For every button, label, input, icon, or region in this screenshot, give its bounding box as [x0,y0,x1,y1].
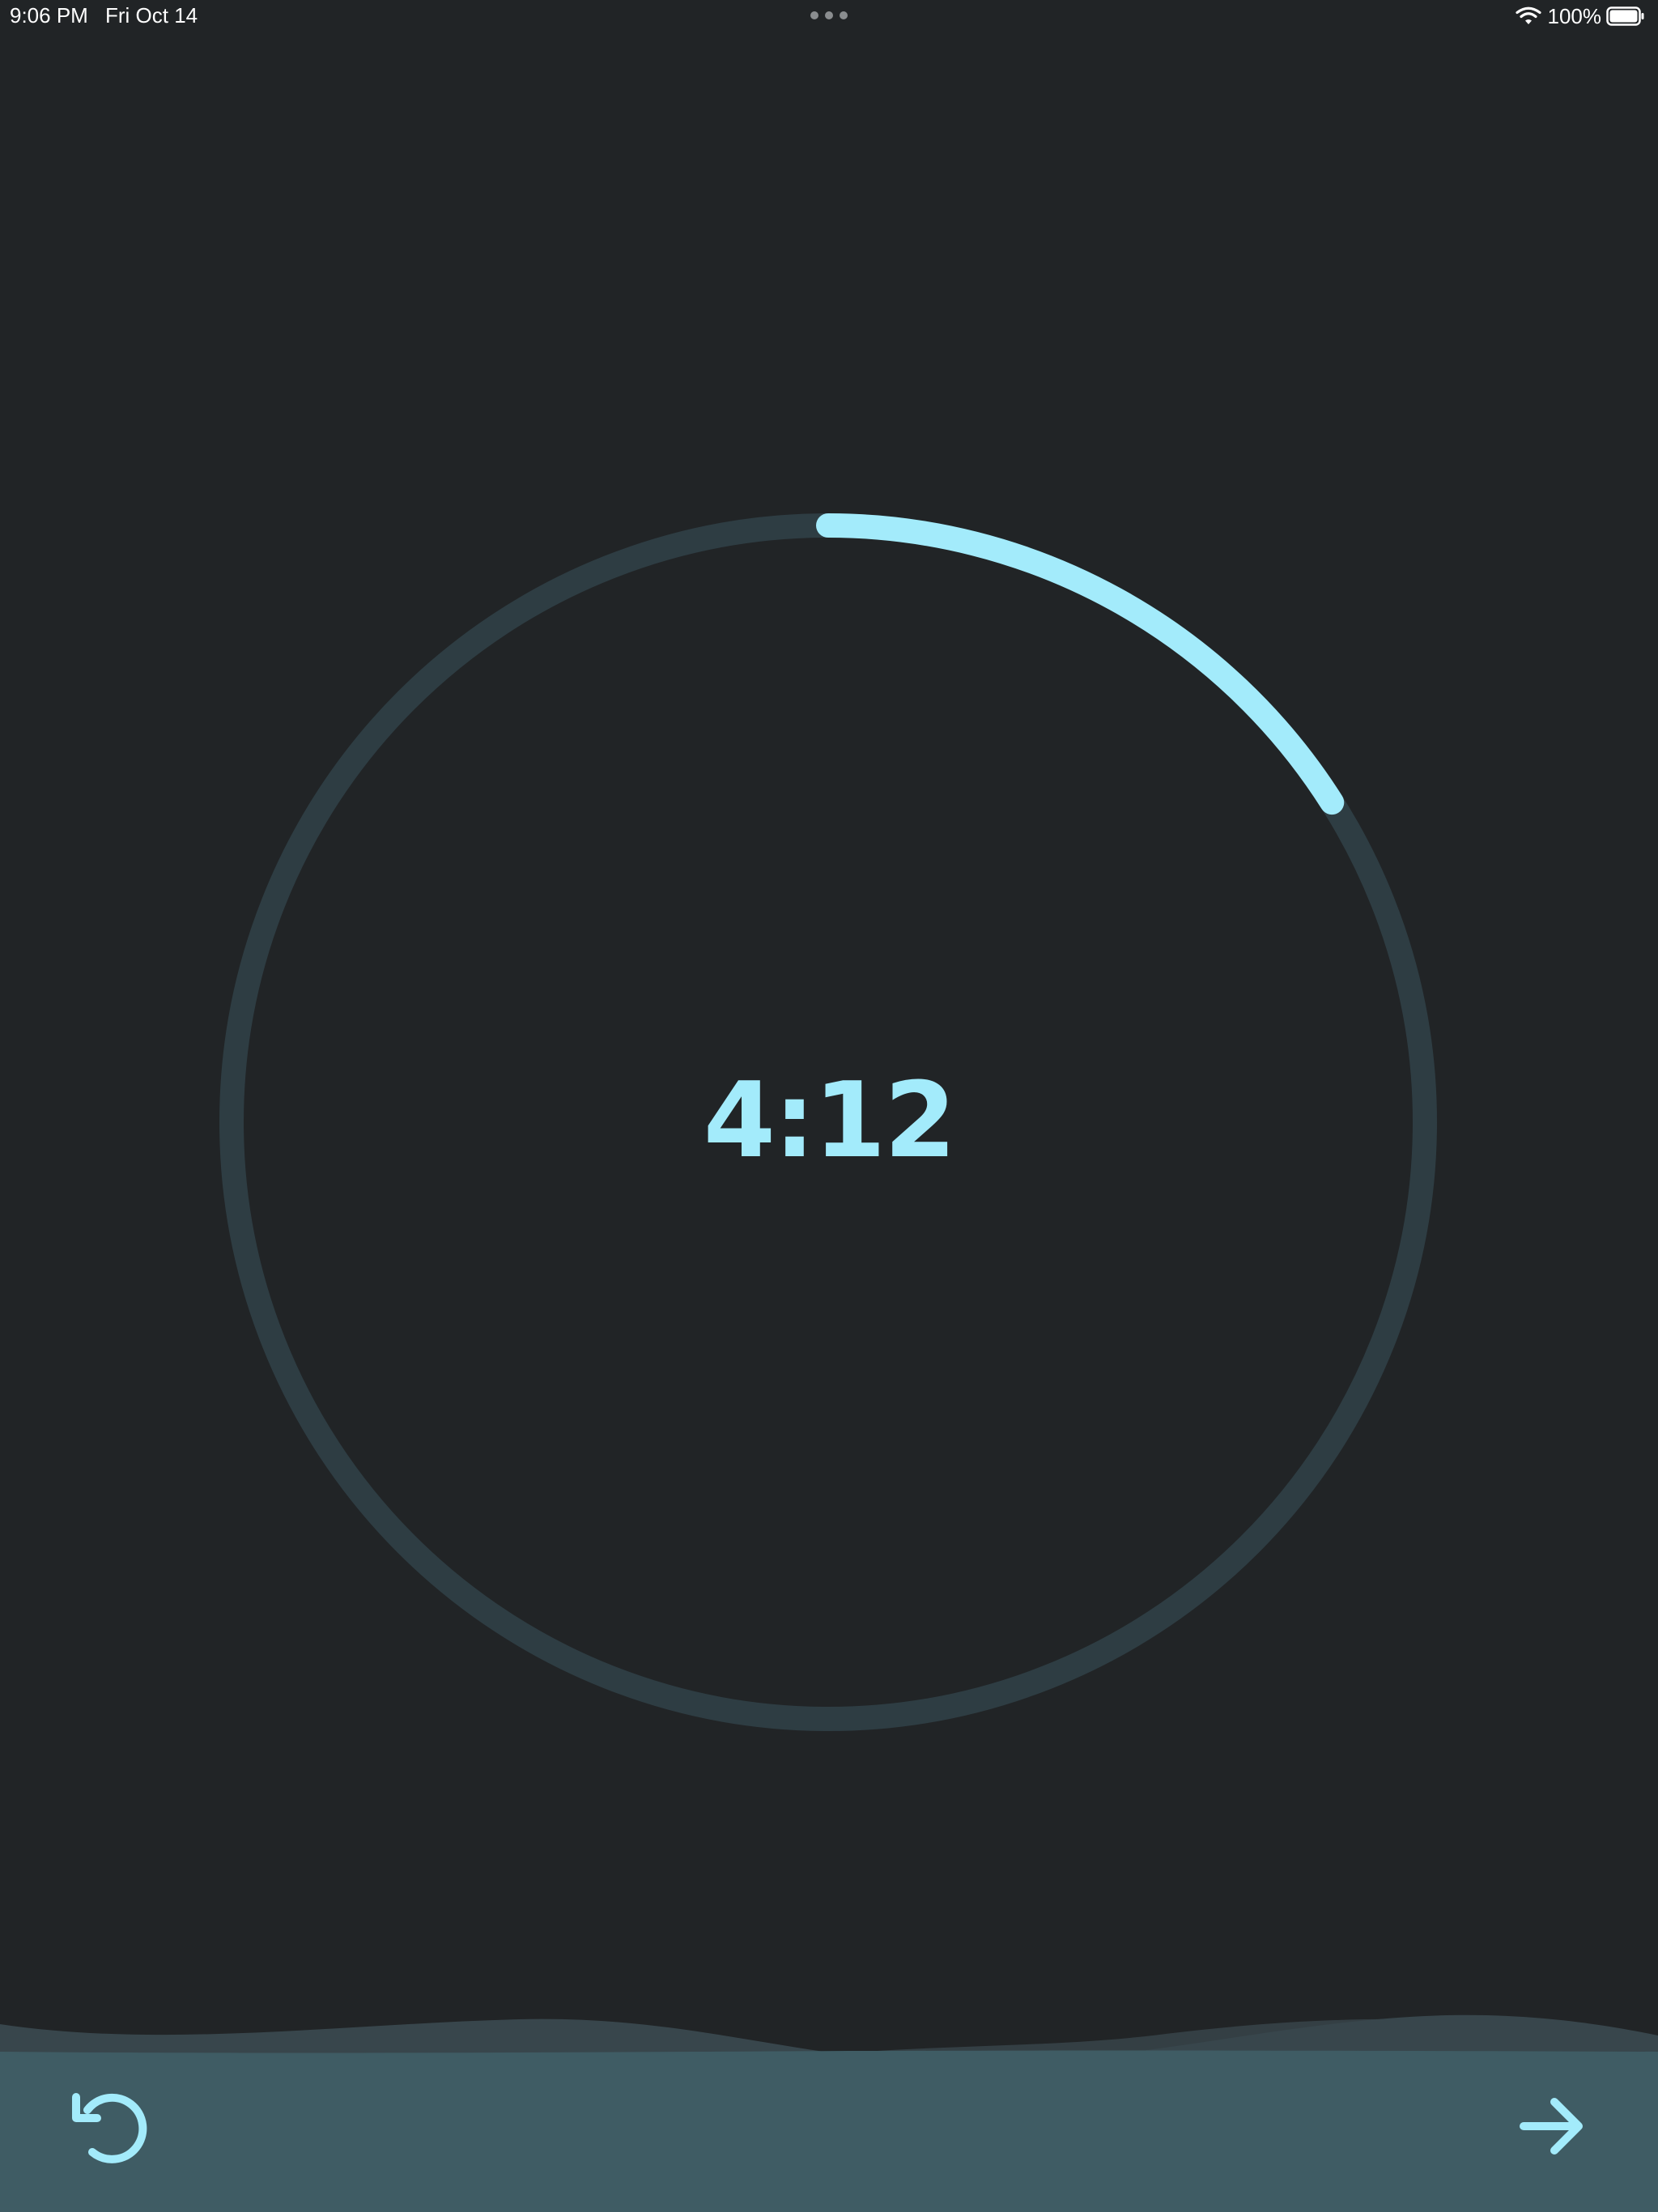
next-button[interactable] [1511,2086,1592,2167]
arrow-right-icon [1520,2098,1583,2155]
wifi-icon [1515,6,1541,24]
battery-icon [1606,6,1644,26]
battery-percent: 100% [1547,3,1602,28]
timer-ring-progress [816,513,1345,815]
bottom-bar [0,2014,1658,2212]
status-date: Fri Oct 14 [105,3,198,28]
status-bar: 9:06 PM Fri Oct 14 100% [0,0,1658,32]
status-right-group: 100% [1515,3,1646,29]
reset-button[interactable] [68,2086,149,2167]
reset-icon [72,2093,147,2163]
wave-front [0,2050,1658,2212]
status-time: 9:06 PM [10,3,88,28]
timer-display: 4:12 [703,1061,956,1181]
multitasking-dots-icon[interactable] [810,11,848,20]
